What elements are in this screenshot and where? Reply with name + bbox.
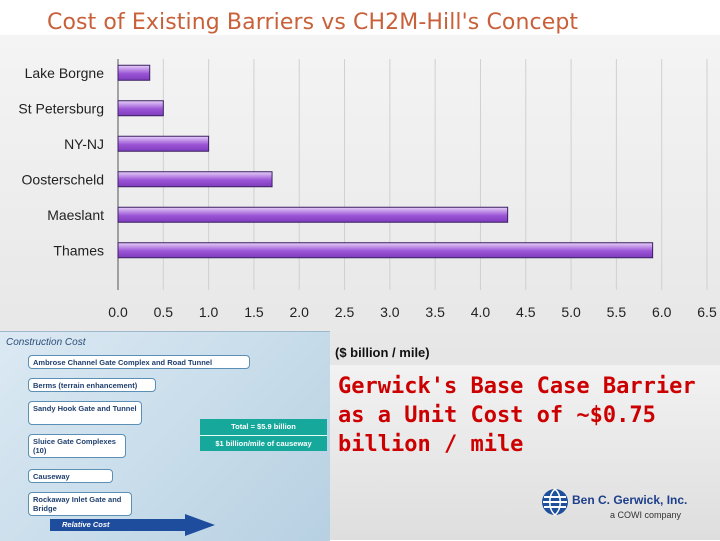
category-label: St Petersburg — [18, 100, 104, 116]
inset-title: Construction Cost — [6, 337, 86, 348]
x-tick-label: 2.5 — [335, 304, 355, 320]
category-label: Thames — [53, 242, 104, 258]
x-tick-label: 2.0 — [289, 304, 309, 320]
relative-cost-label: Relative Cost — [62, 520, 110, 529]
bar-ny-nj — [117, 135, 210, 152]
x-tick-label: 1.0 — [199, 304, 219, 320]
company-logo: Ben C. Gerwick, Inc. a COWI company — [540, 487, 690, 523]
cost-item-berms: Berms (terrain enhancement) — [28, 378, 156, 392]
x-tick-label: 5.5 — [607, 304, 627, 320]
category-label: Maeslant — [47, 207, 104, 223]
x-axis-unit-label: ($ billion / mile) — [335, 345, 430, 360]
cost-item-causeway: Causeway — [28, 469, 113, 483]
cost-item-sluice-gates: Sluice Gate Complexes (10) — [28, 434, 126, 458]
category-label: Oosterscheld — [22, 171, 104, 187]
base-case-note: Gerwick's Base Case Barrier as a Unit Co… — [338, 374, 696, 457]
total-cost-box: Total = $5.9 billion $1 billion/mile of … — [200, 419, 327, 451]
x-tick-label: 0.0 — [108, 304, 128, 320]
category-label: NY-NJ — [64, 136, 104, 152]
relative-cost-arrow-icon — [50, 514, 215, 536]
bar-chart-svg: Lake Borgne St Petersburg NY-NJ Oosterschel… — [18, 59, 717, 320]
bar-thames — [117, 242, 654, 259]
cost-item-ambrose: Ambrose Channel Gate Complex and Road Tu… — [28, 355, 250, 369]
x-tick-label: 0.5 — [154, 304, 174, 320]
slide-title: Cost of Existing Barriers vs CH2M-Hill's… — [47, 10, 579, 35]
x-tick-label: 6.5 — [697, 304, 717, 320]
note-panel: Gerwick's Base Case Barrier as a Unit Co… — [330, 365, 720, 540]
bar-maeslant — [117, 206, 509, 223]
bar-st-petersburg — [117, 100, 164, 117]
total-cost-line: Total = $5.9 billion — [231, 422, 296, 431]
x-tick-label: 3.0 — [380, 304, 400, 320]
construction-cost-inset: Construction Cost Ambrose Channel Gate C… — [0, 331, 330, 541]
bar-chart: Lake Borgne St Petersburg NY-NJ Oosterschel… — [0, 35, 720, 365]
x-tick-label: 4.0 — [471, 304, 491, 320]
category-label: Lake Borgne — [25, 65, 105, 81]
cost-item-rockaway: Rockaway Inlet Gate and Bridge — [28, 492, 132, 516]
bar-lake-borgne — [117, 64, 151, 81]
x-tick-label: 1.5 — [244, 304, 264, 320]
bar-oosterscheld — [117, 171, 273, 188]
per-mile-cost-line: $1 billion/mile of causeway — [200, 435, 327, 452]
x-tick-label: 5.0 — [561, 304, 581, 320]
x-tick-label: 6.0 — [652, 304, 672, 320]
globe-logo-icon — [542, 488, 568, 516]
x-tick-label: 4.5 — [516, 304, 536, 320]
x-tick-label: 3.5 — [425, 304, 445, 320]
logo-company-name: Ben C. Gerwick, Inc. — [572, 493, 688, 507]
logo-subtitle: a COWI company — [610, 510, 682, 520]
cost-item-sandy-hook: Sandy Hook Gate and Tunnel — [28, 401, 142, 425]
